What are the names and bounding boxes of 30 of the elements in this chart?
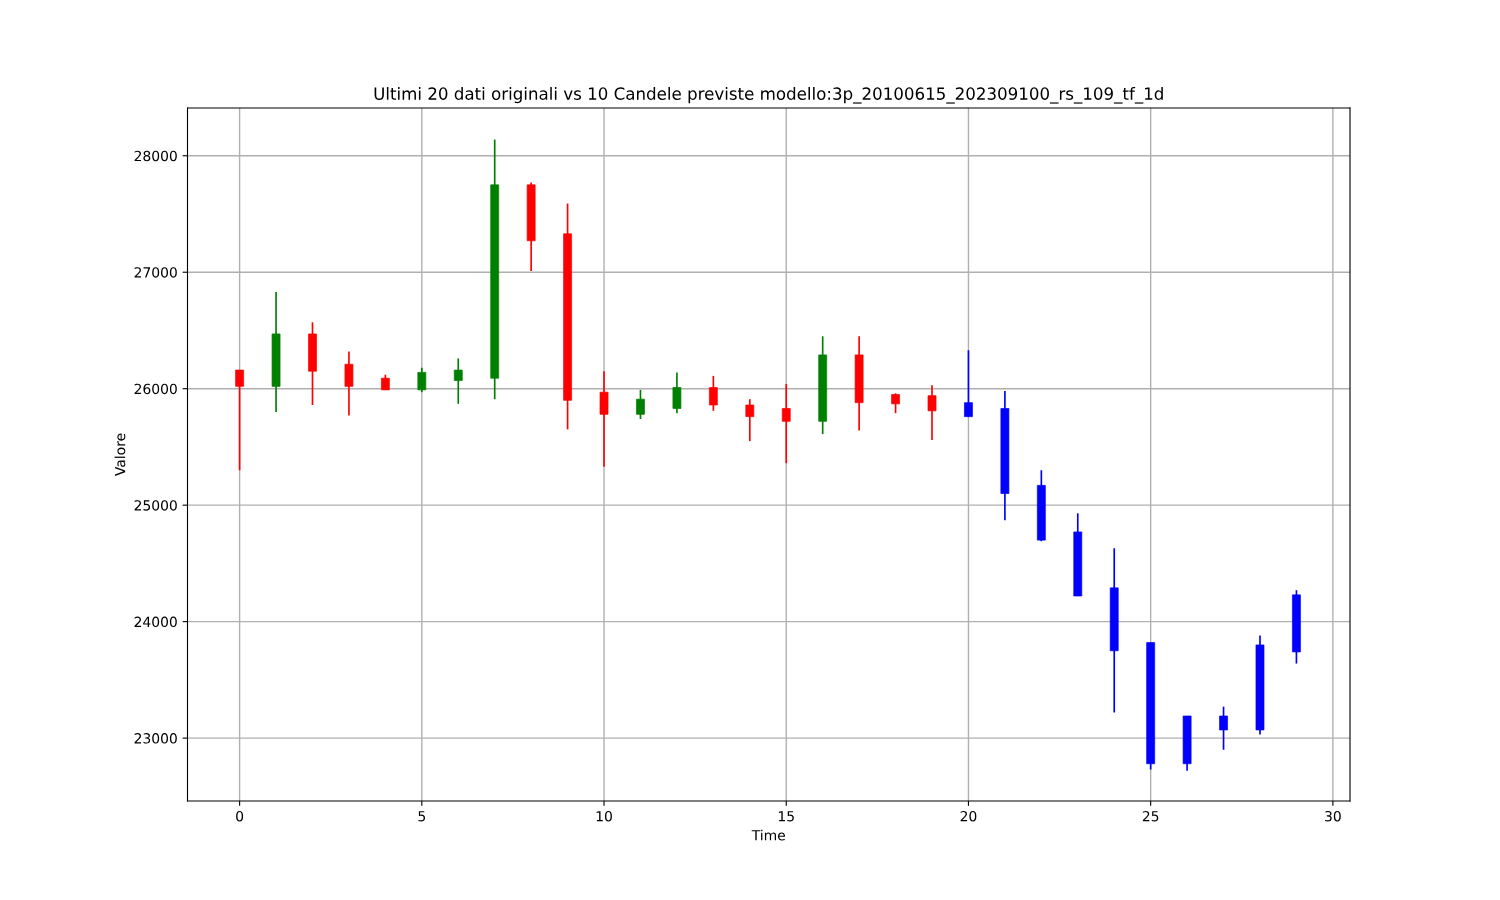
x-tick-label: 15 [778, 811, 794, 822]
candlestick [672, 371, 682, 414]
candlestick [745, 398, 755, 442]
x-tick-label: 30 [1325, 810, 1341, 822]
y-tick-label: 23000 [134, 733, 177, 744]
candlestick [709, 375, 718, 412]
candlestick [453, 357, 463, 405]
x-tick-label: 25 [1142, 810, 1159, 822]
candlestick [964, 349, 973, 418]
y-tick-label: 25000 [134, 500, 177, 511]
candlestick [417, 366, 427, 394]
chart-title: Ultimi 20 dati originali vs 10 Candele previste modello:3p_20100615_202309100_rs_109_tf_1d [374, 87, 1163, 104]
x-tick-label: 5 [418, 811, 426, 822]
x-tick-label: 20 [960, 810, 977, 822]
candlestick [1219, 705, 1228, 751]
y-tick-label: 24000 [134, 616, 177, 628]
candlestick [235, 369, 244, 472]
x-tick-label: 0 [236, 810, 244, 822]
candlestick [344, 350, 354, 417]
x-axis-title: Time [751, 829, 785, 841]
candlestick [636, 389, 645, 420]
y-tick-label: 26000 [134, 383, 177, 395]
candlestick [781, 383, 791, 465]
candlestick [927, 384, 937, 441]
y-tick-label: 28000 [134, 150, 177, 162]
x-tick-label: 10 [596, 810, 612, 822]
candlestick [599, 370, 609, 468]
y-tick-label: 27000 [134, 267, 177, 278]
y-axis-title: Valore [114, 433, 126, 477]
candlestick [891, 392, 900, 414]
